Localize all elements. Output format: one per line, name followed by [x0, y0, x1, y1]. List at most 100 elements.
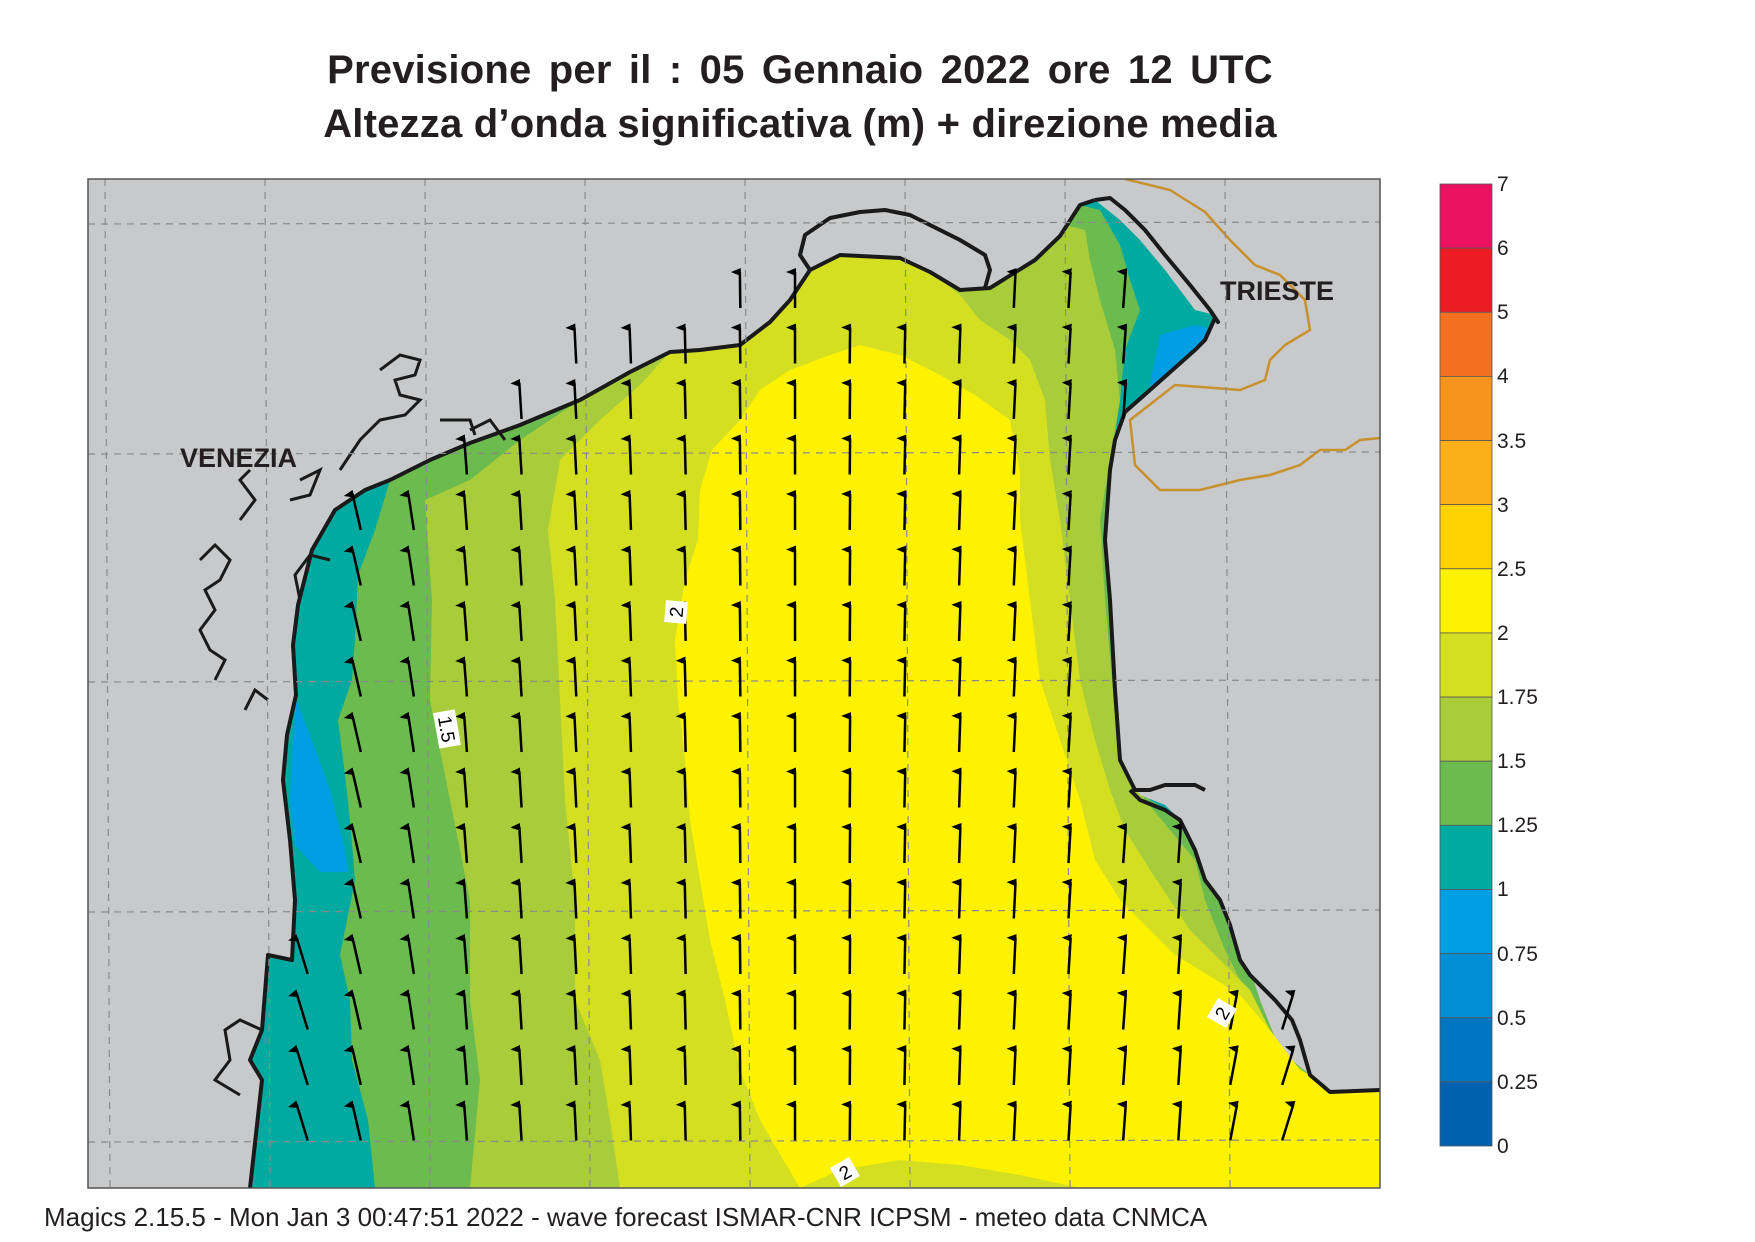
direction-arrow	[1228, 1045, 1239, 1086]
direction-arrow	[510, 378, 523, 420]
colorbar-tick-label: 0.25	[1497, 1070, 1538, 1094]
sea-band-0.75-1-west	[290, 700, 348, 872]
direction-arrow	[399, 933, 416, 975]
direction-arrow	[565, 600, 578, 642]
direction-arrow	[1061, 601, 1072, 642]
direction-arrow	[510, 711, 523, 753]
direction-arrow	[455, 434, 469, 475]
direction-arrow	[620, 434, 633, 475]
direction-arrow	[510, 1044, 523, 1086]
direction-arrow	[565, 1044, 578, 1086]
direction-arrow	[399, 711, 416, 753]
direction-arrow	[455, 933, 469, 975]
colorbar-swatch	[1439, 760, 1493, 826]
direction-arrow	[455, 656, 469, 697]
city-label-trieste: TRIESTE	[1220, 276, 1334, 306]
direction-arrow	[343, 1044, 362, 1086]
direction-arrow	[1006, 323, 1017, 364]
colorbar	[1439, 183, 1493, 1147]
direction-arrow	[675, 378, 687, 420]
direction-arrow	[896, 323, 907, 364]
direction-arrow	[565, 933, 578, 975]
svg-text:2: 2	[667, 606, 689, 618]
direction-arrow	[565, 434, 578, 475]
direction-arrow	[565, 989, 578, 1030]
direction-arrow	[620, 323, 633, 364]
direction-arrow	[1228, 1100, 1239, 1141]
footer-credits: Magics 2.15.5 - Mon Jan 3 00:47:51 2022 …	[44, 1202, 1208, 1232]
direction-arrow	[510, 489, 523, 531]
direction-arrow	[343, 600, 362, 642]
direction-arrow	[620, 1100, 633, 1141]
direction-arrow	[951, 601, 962, 642]
direction-arrow	[455, 989, 469, 1030]
direction-arrow	[951, 545, 962, 586]
coastline-east	[1103, 317, 1380, 1094]
direction-arrow	[620, 711, 633, 753]
direction-arrow	[675, 878, 687, 919]
direction-arrow	[1006, 268, 1017, 309]
direction-arrow	[1006, 823, 1017, 864]
direction-arrow	[565, 378, 578, 420]
direction-arrow	[1061, 712, 1072, 753]
direction-arrow	[1061, 1100, 1072, 1141]
direction-arrow	[951, 712, 962, 753]
direction-arrow	[620, 767, 633, 808]
direction-arrow	[951, 934, 962, 975]
direction-arrow	[455, 822, 469, 864]
direction-arrow	[951, 1100, 962, 1141]
direction-arrow	[399, 656, 416, 697]
colorbar-tick-label: 4	[1497, 365, 1509, 389]
direction-arrow	[455, 1100, 469, 1141]
colorbar-swatch	[1439, 375, 1493, 441]
direction-arrow	[1116, 1045, 1128, 1086]
direction-arrow	[455, 600, 469, 642]
direction-arrow	[896, 545, 907, 586]
direction-arrow	[1116, 379, 1128, 420]
direction-arrow	[1171, 989, 1182, 1030]
direction-arrow	[343, 878, 362, 919]
direction-arrow	[675, 545, 687, 586]
colorbar-tick-label: 1	[1497, 878, 1509, 902]
direction-arrow	[620, 989, 633, 1030]
direction-arrow	[399, 767, 416, 808]
direction-arrow	[896, 1100, 907, 1141]
direction-arrow	[1061, 823, 1072, 864]
direction-arrow	[455, 489, 469, 531]
direction-arrow	[1006, 656, 1017, 697]
land-east	[1105, 179, 1380, 1092]
direction-arrow	[1061, 379, 1072, 420]
direction-arrow	[510, 989, 523, 1030]
contour-label-2-east: 2	[1206, 997, 1238, 1029]
direction-arrow	[951, 878, 962, 919]
coastline-trieste	[1094, 196, 1220, 324]
direction-arrow	[1116, 1100, 1128, 1141]
direction-arrow	[510, 878, 523, 919]
direction-arrow	[951, 823, 962, 864]
direction-arrow	[565, 489, 578, 531]
direction-arrow	[455, 545, 469, 586]
land-lagoon-venezia	[88, 179, 1120, 1188]
direction-arrow	[1171, 878, 1182, 919]
colorbar-swatch	[1439, 632, 1493, 698]
direction-arrow	[1280, 1100, 1296, 1141]
direction-arrow	[1006, 601, 1017, 642]
direction-arrow	[399, 545, 416, 586]
direction-arrow	[1006, 878, 1017, 919]
direction-arrow	[675, 822, 687, 864]
direction-arrow	[620, 600, 633, 642]
direction-arrow	[896, 823, 907, 864]
direction-arrow	[896, 601, 907, 642]
direction-arrow	[1171, 1045, 1182, 1086]
direction-arrow	[343, 656, 362, 697]
direction-arrow	[1280, 989, 1296, 1030]
direction-arrow	[1006, 934, 1017, 975]
direction-arrow	[1061, 268, 1072, 309]
direction-arrow	[896, 712, 907, 753]
direction-arrow	[288, 1100, 309, 1141]
coastline-north-island	[798, 208, 992, 289]
direction-arrow	[675, 711, 687, 753]
direction-arrow	[343, 822, 362, 864]
direction-arrow	[565, 822, 578, 864]
